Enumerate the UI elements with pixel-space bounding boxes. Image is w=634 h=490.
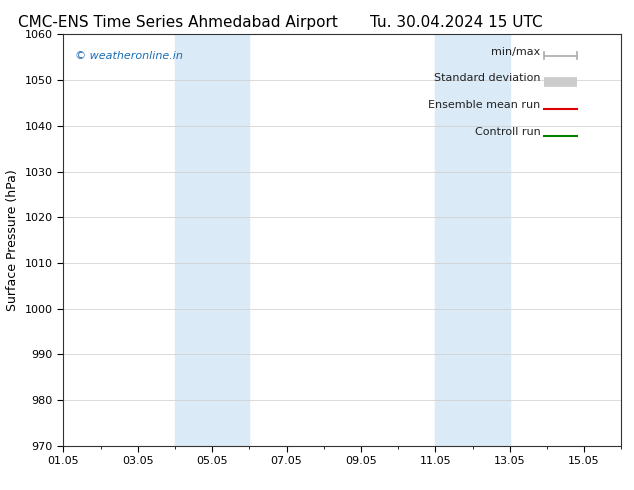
Text: Ensemble mean run: Ensemble mean run: [428, 100, 540, 110]
Text: Controll run: Controll run: [475, 127, 540, 137]
Text: © weatheronline.in: © weatheronline.in: [75, 51, 183, 61]
Y-axis label: Surface Pressure (hPa): Surface Pressure (hPa): [6, 169, 19, 311]
Text: Tu. 30.04.2024 15 UTC: Tu. 30.04.2024 15 UTC: [370, 15, 543, 30]
Text: min/max: min/max: [491, 47, 540, 57]
Text: Standard deviation: Standard deviation: [434, 74, 540, 83]
Bar: [436, 34, 510, 446]
Bar: [175, 34, 249, 446]
Text: CMC-ENS Time Series Ahmedabad Airport: CMC-ENS Time Series Ahmedabad Airport: [18, 15, 337, 30]
